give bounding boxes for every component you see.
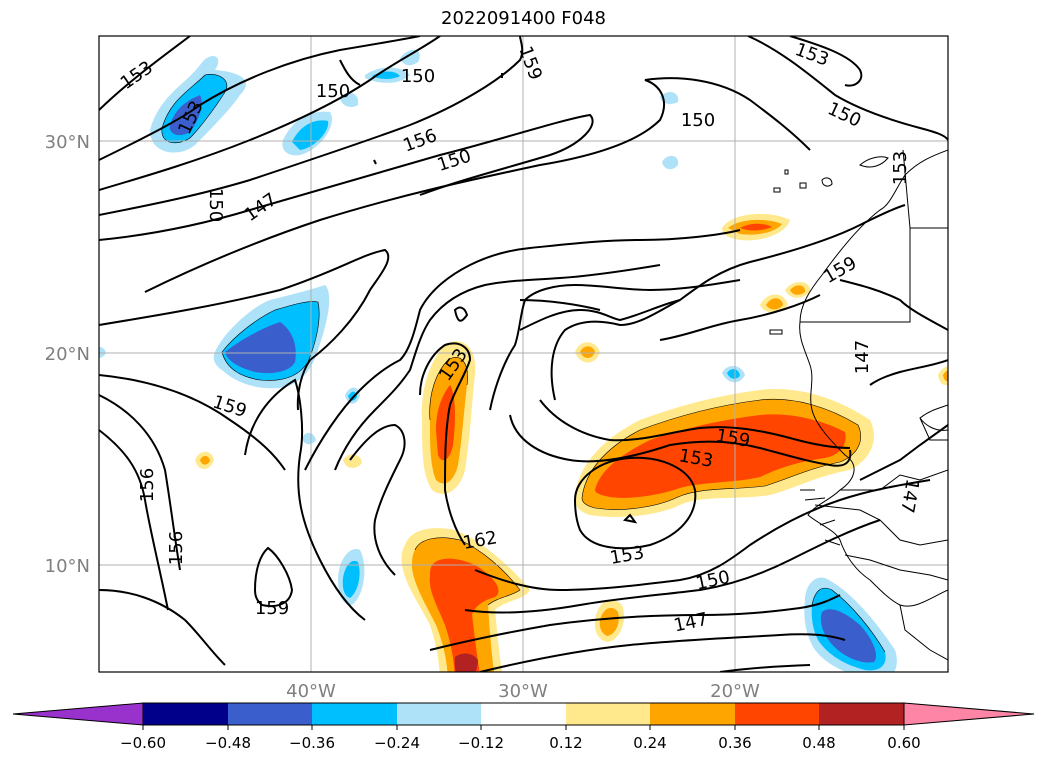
colorbar-segment — [819, 703, 904, 725]
map-layer: 153 150 159 153 150 156 150 150 153 150 … — [99, 36, 948, 672]
lat-label: 30°N — [45, 132, 90, 153]
colorbar-segment — [143, 703, 228, 725]
contour-label: 150 — [316, 81, 350, 102]
contour-labels: 153 150 159 153 150 156 150 150 153 150 … — [117, 39, 923, 636]
colorbar-tick: 0.24 — [633, 734, 666, 752]
colorbar-tick: −0.60 — [120, 734, 166, 752]
colorbar-segment — [481, 703, 566, 725]
colorbar-tick: −0.48 — [205, 734, 251, 752]
colorbar-tick: −0.36 — [289, 734, 335, 752]
map-title: 2022091400 F048 — [441, 8, 606, 29]
lon-label: 30°W — [498, 681, 548, 702]
contour-label: 153 — [890, 151, 911, 185]
colorbar-tick: 0.12 — [549, 734, 582, 752]
contour-label: 150 — [401, 66, 435, 87]
colorbar-segment — [735, 703, 819, 725]
colorbar-segment — [312, 703, 397, 725]
height-contours — [99, 36, 948, 672]
colorbar-tick: 0.60 — [887, 734, 920, 752]
contour-label: 147 — [852, 340, 873, 374]
country-borders — [800, 149, 948, 661]
colorbar-tick: −0.24 — [374, 734, 420, 752]
map-frame — [98, 35, 949, 673]
colorbar-extend-low — [12, 702, 144, 726]
colorbar-segment — [228, 703, 312, 725]
colorbar-tick: −0.12 — [458, 734, 504, 752]
contour-label: 150 — [205, 188, 226, 222]
colorbar-segment — [650, 703, 735, 725]
colorbar-tick: 0.48 — [802, 734, 835, 752]
lat-label: 10°N — [45, 556, 90, 577]
contour-label: 156 — [137, 468, 158, 502]
lon-label: 40°W — [286, 681, 336, 702]
colorbar-extend-high — [903, 702, 1035, 726]
lat-label: 20°N — [45, 344, 90, 365]
colorbar: −0.60 −0.48 −0.36 −0.24 −0.12 0.12 0.24 … — [12, 702, 1035, 752]
contour-label: 150 — [681, 110, 715, 131]
gridlines — [99, 36, 948, 672]
colorbar-tick: 0.36 — [718, 734, 751, 752]
coastlines — [769, 149, 948, 607]
colorbar-segment — [566, 703, 650, 725]
contour-label: 156 — [166, 531, 187, 565]
contour-label: 159 — [255, 598, 289, 619]
lon-label: 20°W — [710, 681, 760, 702]
colorbar-segment — [397, 703, 481, 725]
